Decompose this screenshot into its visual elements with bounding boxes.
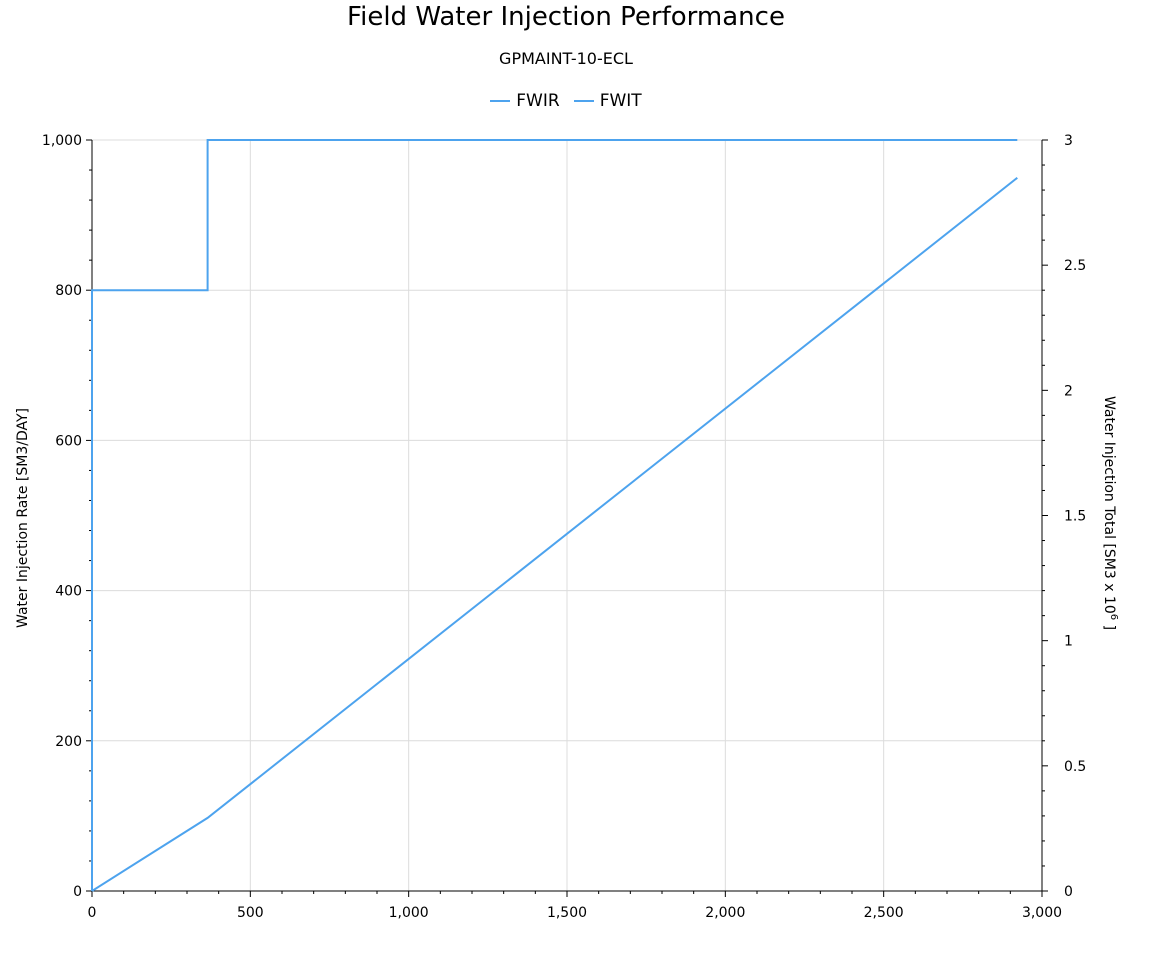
legend-label-fwir: FWIR	[516, 91, 560, 111]
series-group	[91, 139, 1018, 892]
legend: FWIR FWIT	[0, 91, 1132, 111]
y-right-tick-label: 1	[1064, 634, 1073, 650]
chart-title: Field Water Injection Performance	[347, 2, 785, 32]
x-tick-label: 2,000	[705, 905, 745, 921]
series-line-fwit	[91, 177, 1018, 892]
chart-subtitle: GPMAINT-10-ECL	[499, 49, 633, 68]
series-line-fwir	[91, 139, 1018, 891]
y-right-tick-label: 0.5	[1064, 759, 1086, 775]
y-axis-right-label-exp: 6	[1108, 614, 1119, 620]
y-right-tick-label: 0	[1064, 884, 1073, 900]
x-tick-label: 2,500	[864, 905, 904, 921]
y-left-tick-label: 800	[55, 283, 82, 299]
y-right-tick-label: 3	[1064, 133, 1073, 149]
y-left-tick-label: 400	[55, 584, 82, 600]
grid-lines	[91, 139, 1043, 892]
x-tick-label: 1,000	[389, 905, 429, 921]
x-tick-label: 1,500	[547, 905, 587, 921]
x-tick-label: 0	[88, 905, 97, 921]
y-right-tick-label: 2	[1064, 383, 1073, 399]
legend-swatch-fwir	[490, 100, 511, 102]
legend-label-fwit: FWIT	[599, 91, 642, 111]
y-left-tick-label: 600	[55, 433, 82, 449]
y-axis-right-label-end: ]	[1101, 620, 1117, 630]
legend-item-fwit[interactable]: FWIT	[573, 91, 642, 111]
y-left-tick-label: 0	[73, 884, 82, 900]
y-left-tick-label: 1,000	[42, 133, 82, 149]
y-axis-left-label: Water Injection Rate [SM3/DAY]	[15, 408, 31, 628]
axes: 0 500 1,000 1,500 2,000 2,500 3,00002004006008…	[42, 133, 1086, 921]
legend-item-fwir[interactable]: FWIR	[490, 91, 560, 111]
x-tick-label: 500	[237, 905, 264, 921]
y-axis-right-label-main: Water Injection Total [SM3 x 10	[1101, 396, 1117, 614]
y-right-tick-label: 1.5	[1064, 509, 1086, 525]
y-right-tick-label: 2.5	[1064, 258, 1086, 274]
legend-swatch-fwit	[573, 100, 594, 102]
y-left-tick-label: 200	[55, 734, 82, 750]
x-tick-label: 3,000	[1022, 905, 1062, 921]
y-axis-right-label: Water Injection Total [SM3 x 106 ]	[1101, 396, 1119, 630]
